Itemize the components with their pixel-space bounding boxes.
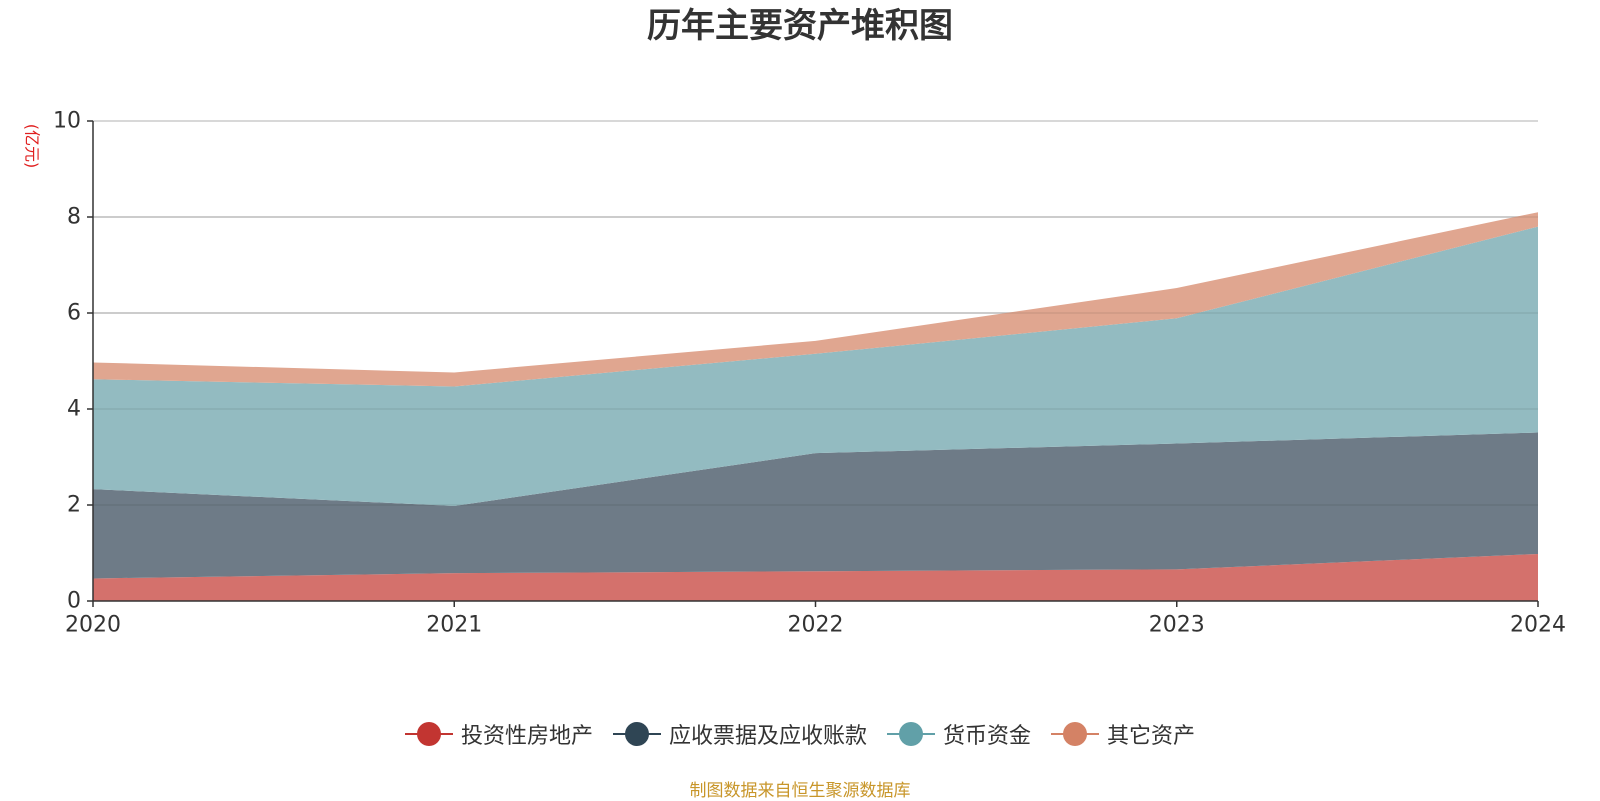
legend-item-1[interactable]: 投资性房地产 (404, 718, 593, 750)
legend-marker-icon (887, 722, 935, 746)
legend-label: 投资性房地产 (460, 724, 593, 749)
y-tick-label: 0 (67, 589, 81, 614)
x-tick-label: 2023 (1149, 613, 1205, 638)
area-series-2 (93, 432, 1538, 579)
legend-label: 其它资产 (1107, 724, 1196, 749)
x-tick-label: 2022 (788, 613, 844, 638)
area-series-4 (93, 212, 1538, 387)
legend-item-3[interactable]: 货币资金 (887, 718, 1031, 750)
axes: 0 2 4 6 8 10 2020 2021 2022 2023 2024 (53, 109, 1566, 638)
x-tick-label: 2020 (65, 613, 121, 638)
y-tick-label: 2 (67, 493, 81, 518)
legend-item-4[interactable]: 其它资产 (1051, 718, 1195, 750)
y-tick-label: 8 (67, 205, 81, 230)
legend-item-2[interactable]: 应收票据及应收账款 (612, 718, 867, 750)
legend-marker-icon (404, 722, 453, 746)
y-tick-label: 4 (67, 397, 81, 422)
chart-title: 历年主要资产堆积图 (647, 6, 953, 46)
legend-label: 应收票据及应收账款 (668, 724, 867, 749)
area-series-3 (93, 226, 1538, 506)
legend-label: 货币资金 (943, 724, 1032, 749)
x-tick-label: 2024 (1510, 613, 1566, 638)
y-axis-unit-label: (亿元) (23, 124, 42, 169)
y-tick-label: 6 (67, 301, 81, 326)
y-tick-label: 10 (53, 109, 81, 134)
area-series-1 (93, 553, 1538, 601)
legend-marker-icon (1051, 722, 1100, 746)
source-note: 制图数据来自恒生聚源数据库 (689, 781, 911, 801)
x-tick-label: 2021 (426, 613, 482, 638)
area-series (93, 212, 1538, 601)
legend-marker-icon (612, 722, 661, 746)
chart-legend: 投资性房地产 应收票据及应收账款 货币资金 其它资产 (0, 718, 1600, 750)
